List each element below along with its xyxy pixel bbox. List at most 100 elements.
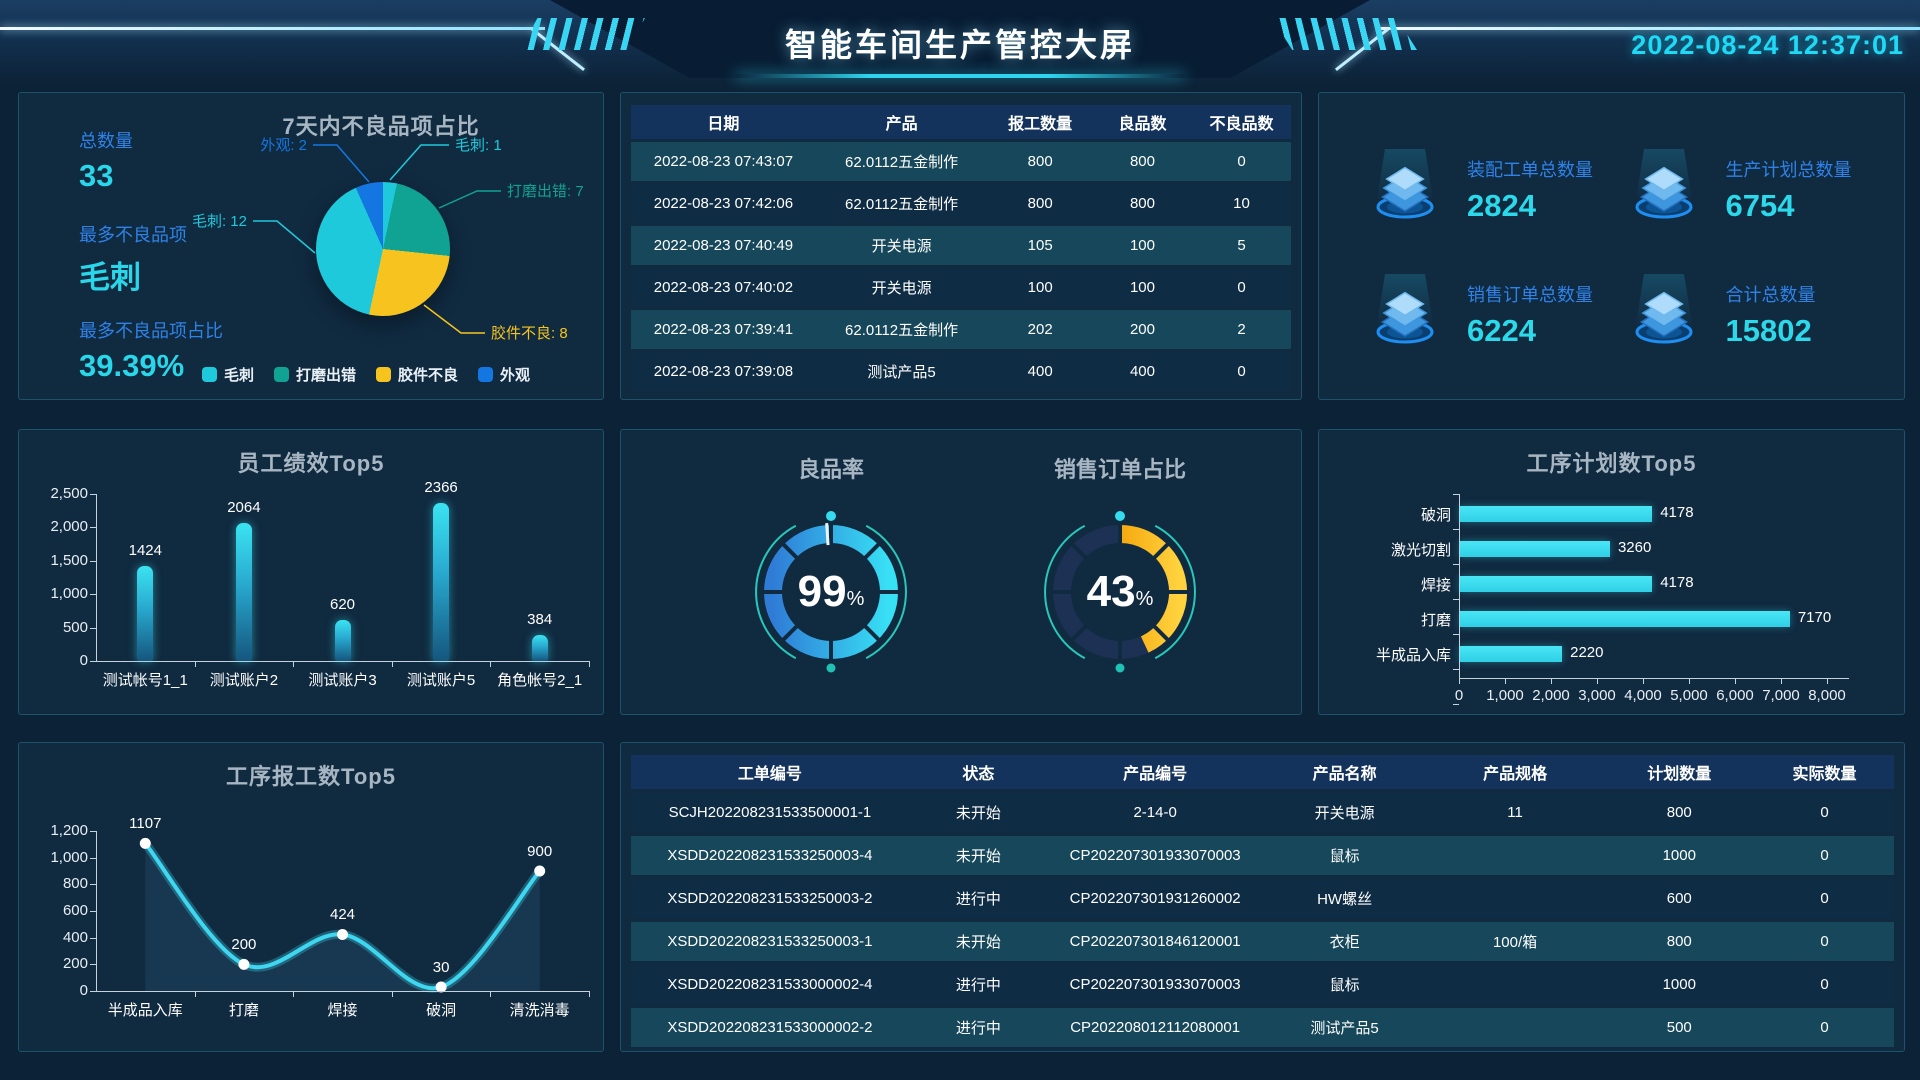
table-cell: 100 [1129, 279, 1155, 296]
legend-item[interactable]: 胶件不良 [376, 364, 458, 385]
y-tick-mark [90, 831, 96, 832]
table-cell: 100 [1129, 237, 1155, 254]
table-cell: 62.0112五金制作 [845, 196, 959, 213]
layer-stack-icon [1622, 270, 1706, 359]
x-category-label: 测试账户3 [308, 672, 377, 689]
y-tick-mark [90, 494, 96, 495]
layer-stack-icon [1622, 145, 1706, 234]
process-report-line-chart: 0 200 400 600 800 1,000 1,200 1107 半成品入库 200 打磨 424… [19, 743, 603, 1051]
table-cell: 进行中 [955, 1020, 1001, 1037]
table-header-row: 工单编号 状态 产品编号 产品名称 产品规格 计划数量 实际数量 [631, 755, 1894, 789]
stat-card-value: 15802 [1725, 312, 1812, 348]
x-tick-mark [391, 991, 393, 997]
layer-stack-icon [1363, 270, 1447, 359]
defect-pie-chart: 毛刺: 1 打磨出错: 7 胶件不良: 8 毛刺: 12 外观: 2 [19, 93, 603, 399]
table-cell: 200 [1129, 321, 1155, 338]
table-cell: 未开始 [955, 805, 1001, 822]
legend-item[interactable]: 毛刺 [201, 364, 254, 385]
table-cell: SCJH202208231533500001-1 [668, 804, 872, 821]
y-tick-label: 0 [79, 982, 88, 999]
bar-value-label: 2064 [227, 499, 261, 517]
y-tick-mark [1453, 634, 1459, 635]
gauge-number: 43 [1086, 567, 1136, 616]
table-cell: 0 [1820, 847, 1829, 864]
x-category-label: 半成品入库 [107, 1002, 183, 1019]
y-tick-mark [90, 937, 96, 939]
y-tick-label: 1,500 [50, 551, 88, 569]
panel-employee-performance: 员工绩效Top5 0 500 1,000 1,500 2,000 2,500 1424 测试帐… [18, 429, 604, 715]
sales-ratio-gauge: 43% [1020, 492, 1220, 692]
table-row: 2022-08-23 07:40:02 开关电源 100 100 0 [631, 268, 1291, 307]
table-row: 2022-08-23 07:43:07 62.0112五金制作 800 800 0 [631, 142, 1291, 181]
table-cell: CP202207301846120001 [1069, 933, 1241, 950]
x-tick-mark [589, 991, 590, 997]
y-tick-label: 2,000 [50, 518, 88, 536]
x-tick-mark [589, 661, 590, 667]
panel-report-table: 日期 产品 报工数量 良品数 不良品数 2022-08-23 07:43:07 62.011… [620, 92, 1302, 400]
stat-card-grid: 装配工单总数量 2824 生产计划总数量 6754 销售订单总数量 6224 合计总数… [1363, 127, 1880, 377]
table-cell: 800 [1666, 804, 1692, 821]
bar-value-label: 2220 [1570, 643, 1604, 661]
legend-item[interactable]: 打磨出错 [273, 364, 356, 385]
process-plan-hbar-chart: 0 1,000 2,000 3,000 4,000 5,000 6,000 7,000 8,00… [1319, 430, 1904, 714]
x-tick-mark [1459, 678, 1460, 684]
table-cell: XSDD202208231533250003-1 [667, 933, 873, 950]
y-tick-label: 1,000 [50, 848, 88, 866]
table-row: XSDD202208231533000002-2 进行中 CP20220801211… [631, 1008, 1894, 1047]
kpi-top-defect: 最多不良品项 毛刺 [79, 221, 319, 297]
table-cell: 100/箱 [1492, 934, 1538, 951]
x-tick-mark [1735, 678, 1736, 684]
legend-item[interactable]: 外观 [478, 364, 530, 385]
legend-label: 胶件不良 [398, 367, 459, 384]
x-category-label: 测试账户5 [406, 672, 476, 689]
table-cell: 衣柜 [1329, 934, 1360, 951]
y-category-label: 激光切割 [1390, 541, 1451, 559]
y-axis-line [1459, 494, 1460, 678]
point-value-label: 200 [231, 936, 257, 954]
x-category-label: 打磨 [228, 1002, 259, 1019]
panel-work-orders: 工单编号 状态 产品编号 产品名称 产品规格 计划数量 实际数量 SCJH2022082315… [620, 742, 1905, 1052]
column-header: 良品数 [1118, 116, 1167, 133]
x-tick-mark [1597, 678, 1598, 684]
x-category-label: 测试账户2 [209, 672, 279, 689]
table-cell: CP202207301931260002 [1069, 890, 1241, 907]
table-cell: 0 [1820, 933, 1829, 950]
point-value-label: 1107 [129, 815, 162, 833]
column-header: 产品 [885, 116, 918, 133]
y-axis-line [96, 494, 97, 661]
bar [433, 502, 450, 661]
stat-card-text: 合计总数量 15802 [1726, 281, 1816, 349]
table-cell: 测试产品5 [867, 364, 936, 381]
x-tick-mark [490, 661, 492, 667]
y-tick-mark [1453, 494, 1459, 495]
column-header: 实际数量 [1792, 766, 1857, 783]
svg-text:毛刺: 1: 毛刺: 1 [455, 137, 502, 154]
stat-card: 销售订单总数量 6224 [1363, 252, 1622, 377]
table-cell: 测试产品5 [1310, 1020, 1379, 1037]
x-tick-label: 8,000 [1808, 687, 1846, 704]
x-tick-label: 2,000 [1532, 687, 1570, 704]
header-underline [735, 74, 1185, 78]
bar [1460, 610, 1790, 627]
y-tick-mark [90, 661, 96, 662]
stat-card-label: 生产计划总数量 [1725, 159, 1852, 180]
table-cell: 2022-08-23 07:40:49 [653, 237, 794, 254]
stat-card-text: 生产计划总数量 6754 [1726, 156, 1852, 224]
x-tick-mark [490, 991, 492, 997]
table-cell: 0 [1237, 153, 1246, 170]
table-cell: 2022-08-23 07:39:41 [653, 321, 794, 338]
stat-card-label: 合计总数量 [1725, 284, 1816, 305]
x-tick-label: 1,000 [1486, 687, 1524, 704]
x-tick-label: 3,000 [1578, 687, 1616, 704]
y-tick-mark [90, 964, 96, 966]
stat-card: 生产计划总数量 6754 [1622, 127, 1881, 252]
y-tick-mark [1453, 564, 1459, 565]
column-header: 工单编号 [737, 766, 802, 783]
table-cell: 500 [1666, 1019, 1692, 1036]
x-category-label: 破洞 [426, 1002, 457, 1019]
y-tick-mark [90, 991, 96, 992]
table-cell: 0 [1820, 890, 1829, 907]
table-cell: 62.0112五金制作 [845, 154, 959, 171]
header-line-right [1375, 27, 1920, 30]
kpi-total-count: 总数量 33 [79, 127, 319, 194]
